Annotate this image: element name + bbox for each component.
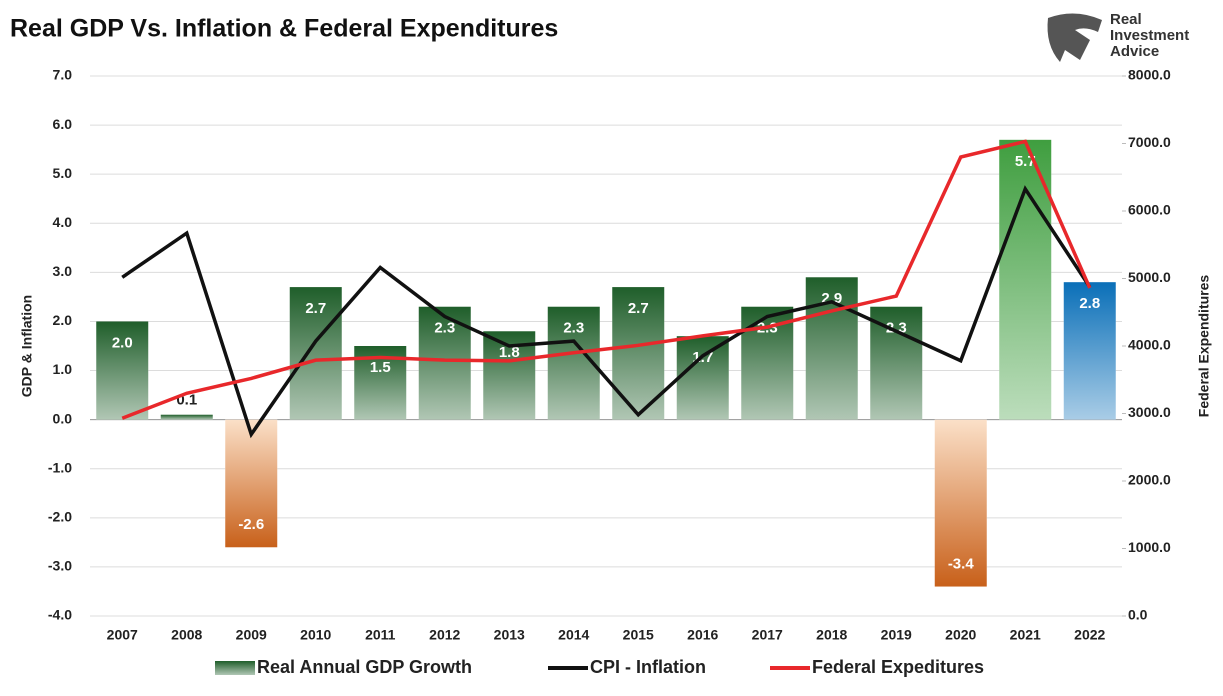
- y2-tick-label: 2000.0: [1128, 472, 1171, 488]
- data-label: 2.7: [305, 300, 326, 317]
- y-axis-title: GDP & Inflation: [19, 295, 35, 397]
- line: [121, 185, 1092, 439]
- x-tick-label: 2017: [752, 627, 783, 643]
- data-label: 2.8: [1079, 295, 1100, 312]
- x-tick-label: 2014: [558, 627, 589, 643]
- data-label: 2.0: [112, 334, 133, 351]
- y-tick-label: 7.0: [53, 67, 73, 83]
- x-tick-label: 2010: [300, 627, 331, 643]
- logo-icon: [1047, 13, 1102, 63]
- y-tick-label: 6.0: [53, 116, 73, 132]
- x-tick-label: 2009: [236, 627, 267, 643]
- x-tick-label: 2011: [365, 627, 396, 643]
- x-tick-label: 2012: [429, 627, 460, 643]
- x-tick-label: 2015: [623, 627, 654, 643]
- legend-label: Real Annual GDP Growth: [257, 657, 472, 677]
- x-tick-label: 2007: [107, 627, 138, 643]
- x-tick-label: 2008: [171, 627, 202, 643]
- logo: Real Investment Advice: [1047, 11, 1189, 63]
- y2-tick-label: 4000.0: [1128, 337, 1171, 353]
- y2-tick-label: 6000.0: [1128, 202, 1171, 218]
- bar: [870, 306, 923, 420]
- bar: [225, 419, 278, 548]
- data-label: 1.5: [370, 359, 391, 376]
- y-tick-label: 0.0: [53, 410, 73, 426]
- y-tick-label: 3.0: [53, 263, 73, 279]
- bar: [96, 321, 149, 420]
- y-tick-label: 4.0: [53, 214, 73, 230]
- y-tick-label: -3.0: [48, 558, 72, 574]
- x-tick-label: 2016: [687, 627, 718, 643]
- bar: [934, 419, 987, 587]
- y-tick-label: 5.0: [53, 165, 73, 181]
- y2-tick-label: 1000.0: [1128, 539, 1171, 555]
- data-label: -3.4: [948, 556, 975, 573]
- data-label: 2.3: [563, 320, 584, 337]
- x-tick-label: 2020: [945, 627, 976, 643]
- y-tick-label: 1.0: [53, 361, 73, 377]
- chart-title: Real GDP Vs. Inflation & Federal Expendi…: [10, 15, 558, 43]
- x-tick-label: 2018: [816, 627, 847, 643]
- y2-tick-label: 7000.0: [1128, 134, 1171, 150]
- y-tick-label: -1.0: [48, 459, 72, 475]
- data-label: 2.3: [434, 320, 455, 337]
- legend-label: CPI - Inflation: [590, 657, 706, 677]
- data-label: -2.6: [238, 516, 264, 533]
- data-label: 1.8: [499, 344, 520, 361]
- logo-text: Investment: [1110, 27, 1189, 44]
- y2-tick-label: 3000.0: [1128, 404, 1171, 420]
- bar: [289, 287, 342, 420]
- data-label: 2.7: [628, 300, 649, 317]
- line: [121, 139, 1092, 420]
- bar: [160, 414, 213, 420]
- y-tick-label: -2.0: [48, 509, 72, 525]
- logo-text: Advice: [1110, 43, 1159, 60]
- legend-swatch: [215, 661, 255, 675]
- y2-tick-label: 0.0: [1128, 607, 1148, 623]
- y2-axis-title: Federal Expenditures: [1196, 275, 1212, 418]
- logo-text: Real: [1110, 11, 1142, 28]
- legend-label: Federal Expeditures: [812, 657, 984, 677]
- x-tick-label: 2022: [1074, 627, 1105, 643]
- bar: [1063, 282, 1116, 420]
- bar: [676, 336, 729, 420]
- x-tick-label: 2021: [1010, 627, 1041, 643]
- y2-tick-label: 5000.0: [1128, 269, 1171, 285]
- y-tick-label: -4.0: [48, 607, 72, 623]
- y-tick-label: 2.0: [53, 312, 73, 328]
- x-tick-label: 2013: [494, 627, 525, 643]
- y2-tick-label: 8000.0: [1128, 67, 1171, 83]
- x-tick-label: 2019: [881, 627, 912, 643]
